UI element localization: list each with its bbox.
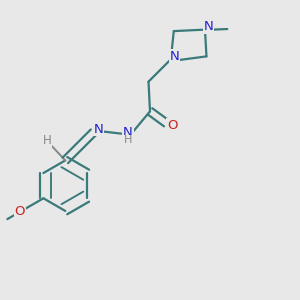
Text: H: H (43, 134, 52, 147)
Text: N: N (123, 126, 133, 139)
Text: N: N (94, 123, 104, 136)
Text: N: N (204, 20, 213, 33)
Text: O: O (167, 119, 178, 132)
Text: H: H (124, 135, 132, 145)
Text: O: O (14, 206, 25, 218)
Text: N: N (169, 50, 179, 63)
